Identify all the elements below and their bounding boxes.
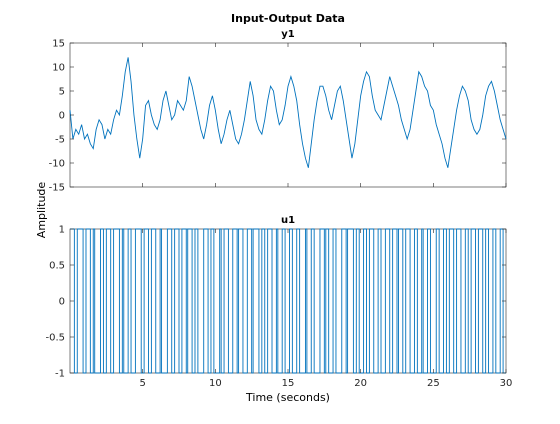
u1-ytick-label: -1 <box>55 369 65 380</box>
u1-xtick-label: 30 <box>500 378 513 389</box>
u1-ytick-label: 0.5 <box>49 261 65 272</box>
u1-ytick-label: 0 <box>59 297 65 308</box>
y1-ytick-label: -15 <box>49 183 65 194</box>
y1-ytick-label: -5 <box>55 135 65 146</box>
u1-xtick-label: 25 <box>427 378 440 389</box>
y1-plot-area <box>69 42 507 188</box>
u1-xtick-label: 20 <box>354 378 367 389</box>
u1-subplot-title: u1 <box>281 215 295 226</box>
figure-title: Input-Output Data <box>231 12 345 25</box>
u1-xtick-label: 15 <box>282 378 295 389</box>
u1-axes: u1 -1-0.500.515 10 15 20 25 30 <box>45 215 512 389</box>
y-axis-label: Amplitude <box>35 182 48 239</box>
y1-axes: y1 -15 -10 -5 0 5 10 15 <box>49 29 507 194</box>
y1-ytick-label: 0 <box>59 111 65 122</box>
u1-ytick-label: -0.5 <box>45 333 65 344</box>
u1-series-line <box>70 228 506 374</box>
y1-subplot-title: y1 <box>281 29 295 40</box>
y1-ytick-label: -10 <box>49 159 65 170</box>
x-axis-label: Time (seconds) <box>245 391 330 404</box>
y1-ytick-label: 15 <box>52 39 65 50</box>
u1-plot-area <box>69 228 507 374</box>
y1-series-line <box>69 57 507 168</box>
u1-xtick-label: 5 <box>139 378 145 389</box>
u1-xtick-label: 10 <box>209 378 222 389</box>
y1-ytick-label: 10 <box>52 63 65 74</box>
y1-ytick-label: 5 <box>59 87 65 98</box>
u1-ytick-label: 1 <box>59 225 65 236</box>
